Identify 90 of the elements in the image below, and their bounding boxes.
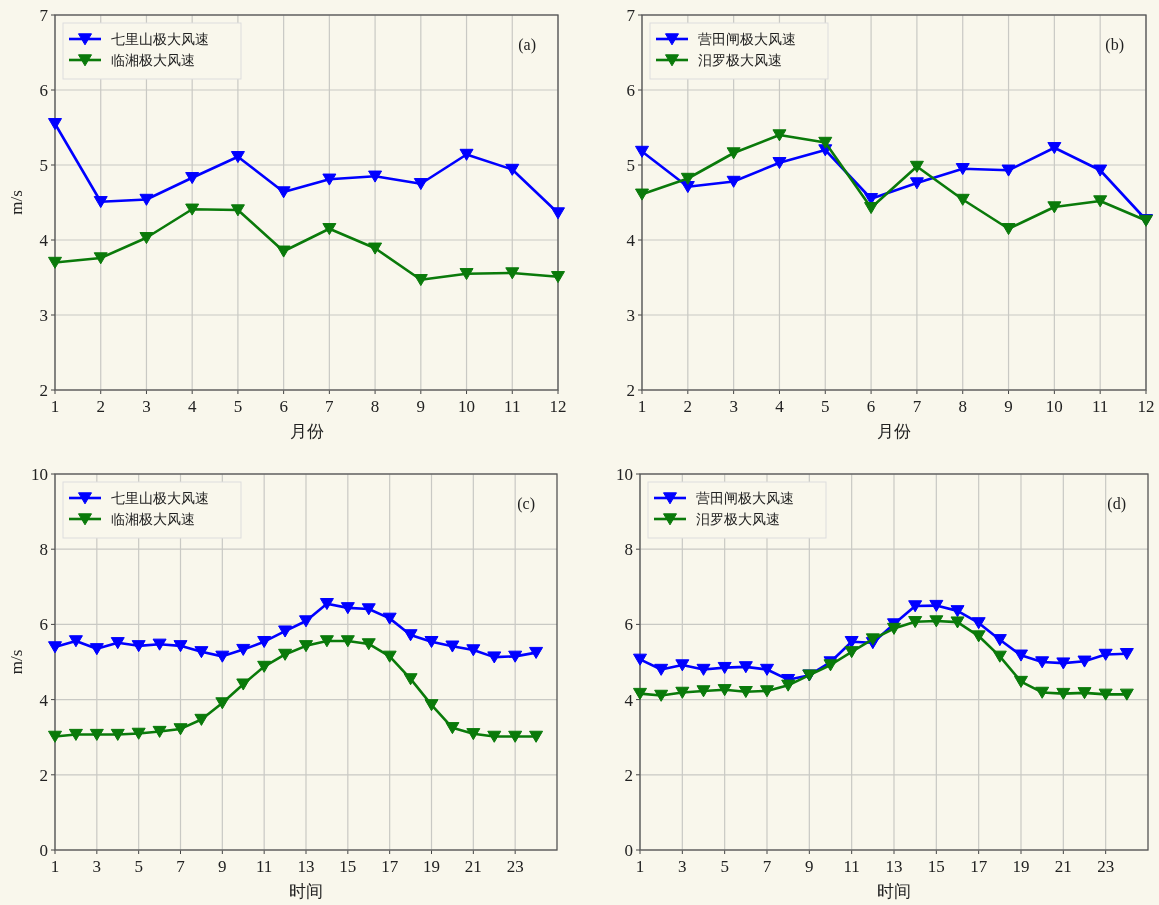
x-tick-label: 7 [176,857,186,876]
y-tick-label: 3 [39,306,48,325]
y-tick-label: 2 [624,765,633,785]
x-tick-label: 17 [970,857,988,876]
x-tick-label: 13 [297,857,315,876]
x-tick-label: 5 [720,857,729,876]
x-tick-label: 19 [423,857,440,876]
legend-label: 七里山极大风速 [111,490,209,506]
x-tick-label: 21 [464,857,482,876]
x-tick-label: 4 [187,397,197,416]
x-tick-label: 17 [381,857,399,876]
x-tick-label: 11 [504,397,521,416]
x-tick-label: 11 [255,857,273,876]
legend-label: 汨罗极大风速 [698,52,782,68]
x-tick-label: 23 [1097,857,1115,876]
y-tick-label: 4 [626,231,636,250]
y-tick-label: 5 [39,156,48,175]
x-tick-label: 11 [1091,397,1109,416]
x-tick-label: 6 [866,397,876,416]
y-tick-label: 7 [39,6,49,25]
x-axis-title: 月份 [289,422,324,441]
x-tick-label: 13 [885,857,903,876]
x-tick-label: 7 [912,397,922,416]
y-tick-label: 4 [624,690,634,710]
x-tick-label: 7 [325,397,335,416]
x-tick-label: 15 [339,857,357,876]
x-tick-label: 10 [1045,397,1063,416]
x-tick-label: 3 [92,857,102,876]
y-tick-label: 0 [624,841,633,860]
x-tick-label: 3 [678,857,687,876]
x-tick-label: 8 [370,397,380,416]
y-tick-label: 10 [616,465,633,484]
y-tick-label: 3 [626,306,635,325]
x-tick-label: 21 [1054,857,1072,876]
x-tick-label: 9 [416,397,426,416]
x-tick-label: 1 [637,397,647,416]
legend-label: 汨罗极大风速 [696,511,780,527]
y-tick-label: 0 [39,841,48,860]
x-tick-label: 7 [762,857,772,876]
y-tick-label: 7 [626,6,636,25]
y-tick-label: 6 [39,81,48,100]
y-tick-label: 5 [626,156,635,175]
x-tick-label: 5 [821,397,830,416]
x-tick-label: 9 [218,857,227,876]
x-tick-label: 19 [1012,857,1030,876]
legend-label: 营田闸极大风速 [696,490,794,506]
y-tick-label: 2 [626,381,635,400]
y-tick-label: 10 [31,465,48,484]
annotation: (c) [517,495,535,513]
x-tick-label: 4 [775,397,785,416]
x-tick-label: 2 [683,397,693,416]
x-tick-label: 2 [96,397,105,416]
x-axis-title: 月份 [877,422,911,441]
y-tick-label: 6 [626,81,635,100]
y-axis-title: m/s [7,190,26,215]
x-tick-label: 3 [142,397,151,416]
x-tick-label: 12 [549,397,567,416]
y-tick-label: 8 [624,540,633,560]
legend-label: 营田闸极大风速 [698,31,796,47]
annotation: (a) [518,36,536,54]
x-tick-label: 9 [805,857,814,876]
y-tick-label: 4 [39,690,49,710]
x-tick-label: 10 [458,397,476,416]
x-tick-label: 15 [927,857,945,876]
y-tick-label: 2 [39,381,48,400]
y-tick-label: 4 [39,231,49,250]
x-tick-label: 5 [233,397,243,416]
x-tick-label: 6 [279,397,288,416]
legend-label: 临湘极大风速 [111,52,195,68]
x-axis-title: 时间 [877,882,911,901]
x-tick-label: 8 [958,397,967,416]
x-axis-title: 时间 [289,882,323,901]
x-tick-label: 11 [843,857,860,876]
x-tick-label: 1 [50,857,60,876]
annotation: (b) [1105,36,1124,54]
annotation: (d) [1107,495,1126,513]
y-tick-label: 6 [624,615,633,635]
x-tick-label: 1 [50,397,60,416]
x-tick-label: 5 [134,857,143,876]
x-tick-label: 12 [1137,397,1155,416]
y-tick-label: 6 [39,615,48,635]
x-tick-label: 1 [635,857,645,876]
y-tick-label: 2 [39,765,48,785]
x-tick-label: 3 [729,397,738,416]
x-tick-label: 9 [1004,397,1013,416]
legend-label: 七里山极大风速 [111,31,209,47]
x-tick-label: 23 [506,857,524,876]
y-tick-label: 8 [39,540,48,560]
legend-label: 临湘极大风速 [111,511,195,527]
y-axis-title: m/s [7,649,26,675]
